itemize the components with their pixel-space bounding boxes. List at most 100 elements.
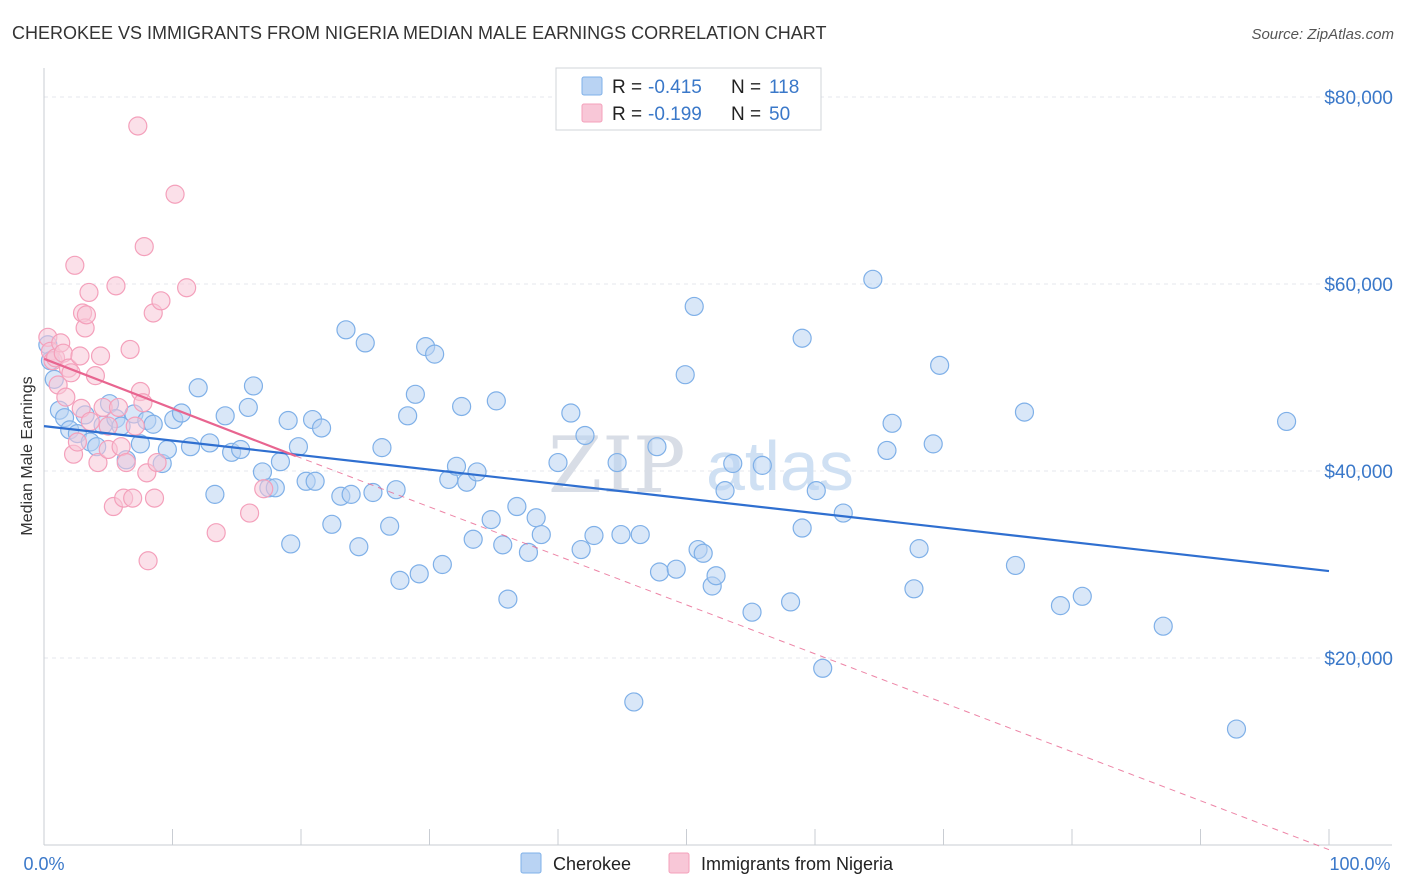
x-tick-min: 0.0%	[23, 854, 64, 874]
nigeria-point-18	[79, 282, 99, 303]
cherokee-point-54	[398, 406, 418, 426]
x-tick-max: 100.0%	[1329, 854, 1390, 874]
cherokee-point-76	[571, 539, 591, 560]
cherokee-point-109	[1005, 555, 1026, 576]
nigeria-point-33	[123, 488, 143, 508]
cherokee-point-79	[607, 452, 627, 473]
nigeria-point-28	[108, 397, 129, 418]
nigeria-point-43	[147, 452, 167, 473]
cherokee-point-86	[675, 365, 695, 385]
cherokee-point-110	[1014, 402, 1035, 422]
cherokee-point-94	[742, 602, 762, 622]
x-axis-ticks	[43, 829, 1330, 845]
nigeria-point-27	[106, 276, 126, 296]
nigeria-point-7	[56, 387, 76, 407]
trend-line-1	[43, 357, 297, 458]
legend-n-value-1: 118	[769, 77, 799, 98]
nigeria-point-46	[177, 278, 197, 298]
nigeria-point-31	[116, 452, 136, 473]
cherokee-point-84	[649, 562, 670, 582]
trend-dashed-1	[295, 455, 1330, 851]
cherokee-point-64	[463, 529, 483, 549]
legend-n-label-1: N =	[731, 77, 761, 98]
nigeria-point-11	[65, 255, 85, 275]
nigeria-point-42	[144, 488, 165, 508]
cherokee-point-81	[624, 692, 644, 712]
y-tick-label-2: $60,000	[1324, 275, 1393, 296]
legend-r-value-2: -0.199	[648, 104, 702, 125]
cherokee-point-43	[322, 514, 342, 534]
cherokee-point-95	[752, 455, 772, 475]
cherokee-point-50	[372, 438, 392, 458]
cherokee-point-105	[904, 579, 924, 599]
nigeria-point-12	[67, 432, 88, 452]
legend-r-label-1: R =	[612, 77, 642, 98]
trend-line-0	[43, 425, 1330, 573]
cherokee-point-24	[188, 378, 208, 398]
cherokee-point-58	[425, 344, 445, 364]
cherokee-point-96	[780, 592, 801, 612]
nigeria-point-24	[98, 416, 118, 436]
cherokee-point-106	[909, 539, 929, 559]
y-tick-label-0: $20,000	[1324, 649, 1393, 670]
cherokee-point-46	[341, 484, 361, 504]
nigeria-point-29	[111, 437, 131, 457]
y-tick-label-3: $80,000	[1324, 88, 1393, 109]
cherokee-point-99	[806, 481, 826, 501]
cherokee-point-59	[432, 554, 452, 575]
cherokee-point-75	[561, 403, 581, 423]
cherokee-point-78	[584, 525, 604, 546]
cherokee-point-26	[205, 484, 225, 504]
bottom-legend-swatch-cherokee	[520, 852, 542, 874]
cherokee-point-61	[446, 456, 467, 476]
cherokee-point-68	[493, 535, 513, 555]
cherokee-point-115	[1276, 411, 1297, 432]
cherokee-point-107	[923, 434, 943, 454]
legend-r-value-1: -0.415	[648, 77, 702, 98]
legend-n-label-2: N =	[731, 104, 761, 125]
cherokee-point-102	[863, 269, 883, 289]
nigeria-point-32	[120, 339, 140, 360]
cherokee-point-16	[130, 434, 150, 454]
chart-source: Source: ZipAtlas.com	[1251, 26, 1394, 43]
nigeria-point-34	[125, 416, 145, 436]
legend-r-label-2: R =	[612, 104, 642, 125]
nigeria-point-21	[88, 452, 108, 473]
series-legend: Cherokee Immigrants from Nigeria	[520, 852, 894, 874]
y-axis-tick-labels: $20,000 $40,000 $60,000 $80,000	[1324, 88, 1393, 670]
nigeria-point-49	[254, 479, 274, 499]
cherokee-point-71	[518, 542, 539, 562]
cherokee-point-83	[647, 437, 667, 457]
cherokee-point-25	[200, 433, 220, 453]
cherokee-point-112	[1072, 586, 1092, 606]
nigeria-point-14	[71, 398, 91, 418]
cherokee-point-27	[215, 406, 235, 426]
cherokee-point-23	[180, 437, 201, 457]
cherokee-point-49	[363, 482, 383, 503]
trend-lines	[43, 357, 1330, 851]
cherokee-point-38	[288, 437, 309, 457]
cherokee-point-65	[467, 462, 487, 482]
nigeria-points	[38, 116, 274, 571]
stats-legend: R = -0.415 N = 118 R = -0.199 N = 50	[555, 67, 822, 131]
chart-title: CHEROKEE VS IMMIGRANTS FROM NIGERIA MEDI…	[12, 23, 826, 43]
bottom-legend-nigeria: Immigrants from Nigeria	[701, 854, 894, 874]
nigeria-point-13	[70, 346, 90, 366]
nigeria-point-22	[90, 346, 111, 366]
cherokee-point-101	[833, 503, 853, 523]
cherokee-point-104	[882, 413, 902, 433]
cherokee-point-51	[380, 516, 400, 536]
cherokee-point-114	[1226, 719, 1247, 739]
cherokee-point-31	[243, 376, 264, 396]
cherokee-point-87	[684, 296, 704, 317]
cherokee-point-80	[611, 524, 631, 545]
bottom-legend-swatch-nigeria	[668, 852, 690, 874]
nigeria-point-38	[134, 237, 154, 257]
nigeria-point-48	[240, 503, 260, 523]
cherokee-point-55	[405, 384, 425, 404]
cherokee-point-53	[390, 570, 410, 590]
cherokee-point-92	[715, 481, 735, 501]
cherokee-point-70	[507, 496, 527, 517]
cherokee-point-91	[706, 566, 726, 586]
cherokee-point-77	[575, 425, 595, 446]
